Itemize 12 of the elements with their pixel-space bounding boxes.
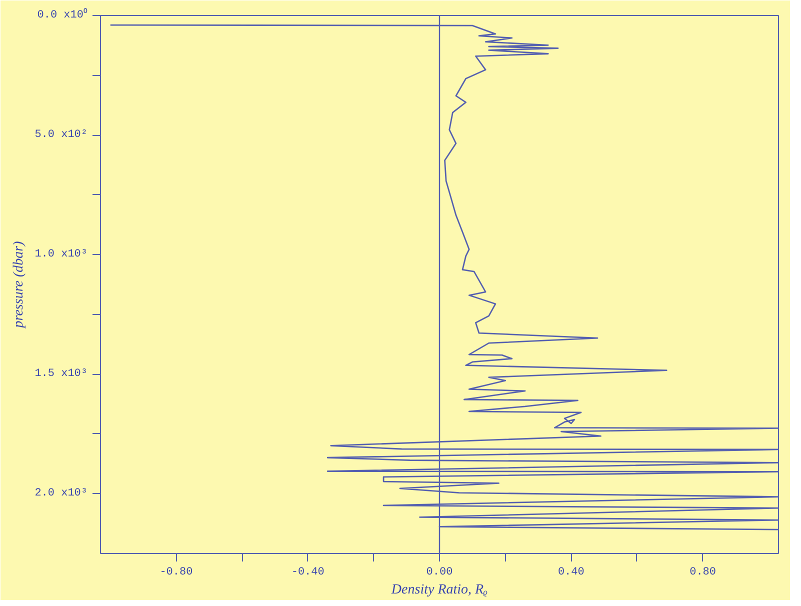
y-tick-label: 0.0 x10⁰ [37,8,88,22]
x-tick-label: 0.00 [426,566,453,578]
x-axis-title: Density Ratio, Rᵨ [390,582,488,598]
y-tick-label: 2.0 x10³ [34,488,88,500]
x-tick-label: -0.80 [160,566,193,578]
y-axis-title: pressure (dbar) [12,240,27,329]
x-tick-label: 0.40 [558,566,584,578]
x-tick-label: 0.80 [690,566,716,578]
y-tick-label: 5.0 x10² [34,129,88,142]
y-tick-label: 1.0 x10³ [34,248,88,261]
x-tick-label: -0.40 [291,566,324,578]
y-tick-label: 1.5 x10³ [34,368,88,380]
